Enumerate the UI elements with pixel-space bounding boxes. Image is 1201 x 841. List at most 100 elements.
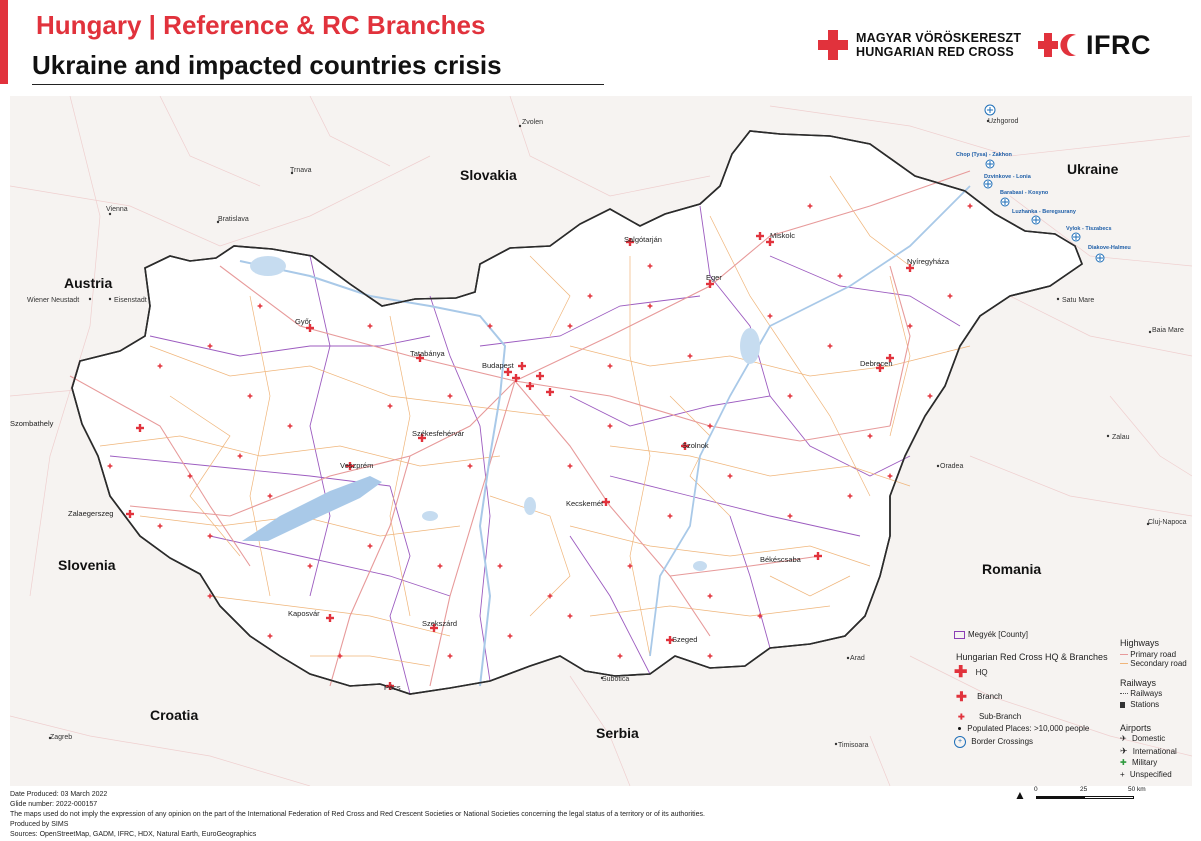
- border-crossing-icon[interactable]: [985, 159, 995, 169]
- subbranch-cross-marker[interactable]: [247, 395, 253, 397]
- subbranch-cross-marker[interactable]: [157, 525, 163, 527]
- branch-cross-marker[interactable]: [536, 374, 544, 378]
- subbranch-cross-marker[interactable]: [367, 545, 373, 547]
- subbranch-cross-marker[interactable]: [617, 655, 623, 657]
- country-label-slovenia: Slovenia: [58, 557, 116, 573]
- subbranch-cross-marker[interactable]: [707, 595, 713, 597]
- subbranch-cross-marker[interactable]: [587, 295, 593, 297]
- branch-cross-marker[interactable]: [602, 500, 610, 504]
- branch-cross-marker[interactable]: [386, 684, 394, 688]
- branch-cross-marker[interactable]: [136, 426, 144, 430]
- subbranch-cross-marker[interactable]: [607, 365, 613, 367]
- subbranch-cross-marker[interactable]: [567, 325, 573, 327]
- subbranch-cross-marker[interactable]: [237, 455, 243, 457]
- subbranch-cross-marker[interactable]: [707, 655, 713, 657]
- branch-cross-marker[interactable]: [756, 234, 764, 238]
- subbranch-cross-marker[interactable]: [337, 655, 343, 657]
- subbranch-cross-marker[interactable]: [487, 325, 493, 327]
- subbranch-cross-marker[interactable]: [827, 345, 833, 347]
- border-crossing-icon[interactable]: [1000, 197, 1010, 207]
- subbranch-cross-marker[interactable]: [837, 275, 843, 277]
- border-crossing-icon[interactable]: [1095, 253, 1105, 263]
- subbranch-cross-marker[interactable]: [847, 495, 853, 497]
- border-crossing-icon[interactable]: [1071, 232, 1081, 242]
- branch-cross-marker[interactable]: [814, 554, 822, 558]
- subbranch-cross-marker[interactable]: [267, 635, 273, 637]
- branch-cross-marker[interactable]: [126, 512, 134, 516]
- branch-cross-marker[interactable]: [418, 436, 426, 440]
- subbranch-cross-marker[interactable]: [967, 205, 973, 207]
- subbranch-cross-marker[interactable]: [567, 465, 573, 467]
- legend-border: Border Crossings: [971, 737, 1034, 747]
- subbranch-cross-marker[interactable]: [207, 595, 213, 597]
- map-frame[interactable]: Slovakia Ukraine Austria Slovenia Croati…: [10, 96, 1192, 786]
- branch-cross-marker[interactable]: [766, 240, 774, 244]
- subbranch-cross-marker[interactable]: [687, 355, 693, 357]
- branch-cross-marker[interactable]: [706, 282, 714, 286]
- branch-cross-marker[interactable]: [326, 616, 334, 620]
- subbranch-cross-marker[interactable]: [947, 295, 953, 297]
- subbranch-cross-marker[interactable]: [647, 265, 653, 267]
- branch-cross-marker[interactable]: [512, 376, 520, 380]
- subbranch-cross-marker[interactable]: [767, 315, 773, 317]
- branch-cross-marker[interactable]: [346, 464, 354, 468]
- subbranch-cross-marker[interactable]: [367, 325, 373, 327]
- subbranch-cross-marker[interactable]: [567, 615, 573, 617]
- branch-cross-marker[interactable]: [526, 384, 534, 388]
- footer-disclaimer: The maps used do not imply the expressio…: [10, 811, 705, 818]
- subbranch-cross-marker[interactable]: [867, 435, 873, 437]
- branch-cross-marker[interactable]: [416, 356, 424, 360]
- branch-cross-marker[interactable]: [666, 638, 674, 642]
- subbranch-cross-marker[interactable]: [307, 565, 313, 567]
- border-crossing-icon[interactable]: [1031, 215, 1041, 225]
- subbranch-cross-marker[interactable]: [727, 475, 733, 477]
- branch-cross-marker[interactable]: [518, 364, 526, 368]
- subbranch-cross-marker[interactable]: [267, 495, 273, 497]
- subbranch-cross-marker[interactable]: [497, 565, 503, 567]
- subbranch-cross-marker[interactable]: [207, 535, 213, 537]
- city-label-wiener-neustadt: Wiener Neustadt: [27, 297, 79, 304]
- branch-cross-marker[interactable]: [681, 444, 689, 448]
- branch-cross-marker[interactable]: [306, 326, 314, 330]
- branch-cross-marker[interactable]: [504, 370, 512, 374]
- branch-cross-marker[interactable]: [546, 390, 554, 394]
- subbranch-cross-marker[interactable]: [707, 425, 713, 427]
- subbranch-cross-marker[interactable]: [467, 465, 473, 467]
- city-label-szekszard: Szekszárd: [422, 619, 457, 628]
- border-crossing-icon[interactable]: [983, 179, 993, 189]
- subbranch-cross-marker[interactable]: [187, 475, 193, 477]
- subbranch-cross-marker[interactable]: [437, 565, 443, 567]
- subbranch-cross-marker[interactable]: [107, 465, 113, 467]
- subbranch-cross-marker[interactable]: [887, 475, 893, 477]
- subbranch-cross-marker[interactable]: [547, 595, 553, 597]
- subbranch-cross-marker[interactable]: [387, 405, 393, 407]
- subbranch-cross-marker[interactable]: [447, 395, 453, 397]
- subbranch-cross-marker[interactable]: [207, 345, 213, 347]
- subbranch-cross-marker[interactable]: [507, 635, 513, 637]
- branch-cross-marker[interactable]: [906, 266, 914, 270]
- subbranch-cross-marker[interactable]: [257, 305, 263, 307]
- subbranch-cross-marker[interactable]: [667, 515, 673, 517]
- country-label-slovakia: Slovakia: [460, 167, 517, 183]
- branch-cross-marker[interactable]: [626, 240, 634, 244]
- subbranch-cross-marker[interactable]: [287, 425, 293, 427]
- subbranch-cross-marker[interactable]: [757, 615, 763, 617]
- border-crossing-icon[interactable]: [984, 104, 996, 116]
- branch-cross-marker[interactable]: [430, 626, 438, 630]
- hrc-name-en: HUNGARIAN RED CROSS: [856, 45, 1014, 59]
- border-crossing-label: Diakove-Halmeu: [1088, 245, 1131, 251]
- city-label-salgotarjan: Salgótarján: [624, 235, 662, 244]
- map-canvas[interactable]: Slovakia Ukraine Austria Slovenia Croati…: [10, 96, 1192, 786]
- subbranch-cross-marker[interactable]: [787, 395, 793, 397]
- subbranch-cross-marker[interactable]: [627, 565, 633, 567]
- subbranch-cross-marker[interactable]: [607, 425, 613, 427]
- subbranch-cross-marker[interactable]: [807, 205, 813, 207]
- subbranch-cross-marker[interactable]: [647, 305, 653, 307]
- subbranch-cross-marker[interactable]: [927, 395, 933, 397]
- branch-cross-marker[interactable]: [876, 366, 884, 370]
- subbranch-cross-marker[interactable]: [787, 515, 793, 517]
- subbranch-cross-marker[interactable]: [447, 655, 453, 657]
- subbranch-cross-marker[interactable]: [157, 365, 163, 367]
- branch-cross-marker[interactable]: [886, 356, 894, 360]
- subbranch-cross-marker[interactable]: [907, 325, 913, 327]
